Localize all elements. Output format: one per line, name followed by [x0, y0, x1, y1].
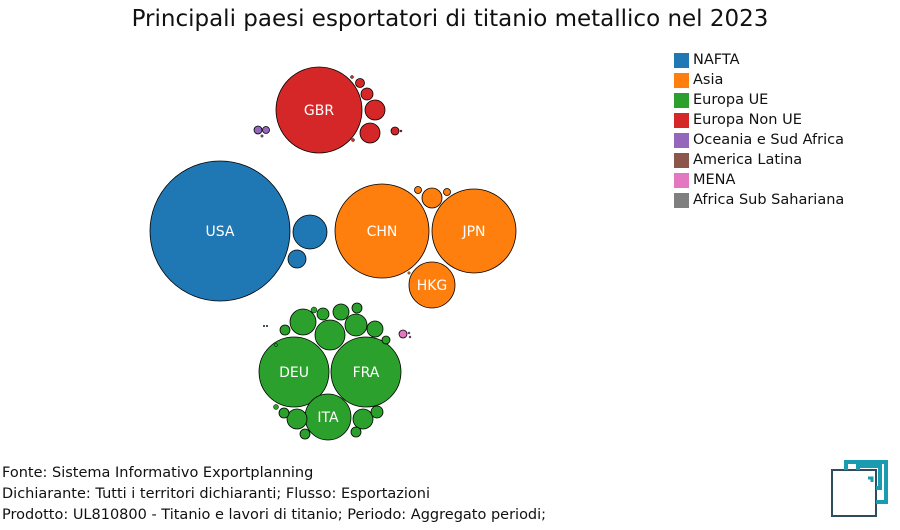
exportplanning-logo: [831, 460, 888, 517]
bubble-label: ITA: [317, 410, 339, 426]
legend-label: MENA: [693, 172, 736, 188]
bubble-small: [265, 324, 269, 328]
legend-label: Europa Non UE: [693, 112, 802, 128]
bubble-small: [390, 126, 400, 136]
legend: NAFTA Asia Europa UE Europa Non UE Oceania e…: [674, 50, 844, 210]
legend-label: Oceania e Sud Africa: [693, 132, 844, 148]
bubbles-layer: USA GBR CHN JPN HKG DEU FRA ITA: [149, 66, 517, 441]
bubble-small: [399, 129, 403, 133]
bubble-small: [314, 319, 346, 351]
legend-item: Oceania e Sud Africa: [674, 130, 844, 150]
bubble-label: CHN: [367, 224, 398, 240]
legend-swatch: [674, 172, 689, 188]
bubble-fra: [330, 336, 402, 408]
bubble-small: [344, 313, 368, 337]
bubble-small: [316, 307, 330, 321]
bubble-small: [443, 188, 451, 196]
bubble-small: [289, 308, 317, 336]
bubble-small: [366, 320, 384, 338]
legend-swatch: [674, 52, 689, 68]
legend-item: MENA: [674, 170, 844, 190]
bubble-gbr: [275, 66, 363, 154]
bubble-label: JPN: [461, 224, 485, 240]
bubble-small: [364, 99, 386, 121]
bubble-small: [279, 324, 291, 336]
bubble-small: [310, 306, 318, 314]
bubble-label: GBR: [304, 103, 334, 119]
legend-swatch: [674, 152, 689, 168]
bubble-small: [414, 186, 422, 194]
bubble-small: [350, 75, 354, 79]
legend-swatch: [674, 112, 689, 128]
bubble-small: [381, 335, 391, 345]
bubble-small: [286, 408, 308, 430]
legend-item: Europa Non UE: [674, 110, 844, 130]
bubble-label: DEU: [279, 365, 309, 381]
legend-label: Africa Sub Sahariana: [693, 192, 845, 208]
bubble-small: [287, 249, 307, 269]
bubble-small: [407, 331, 411, 335]
bubble-small: [407, 271, 411, 275]
legend-swatch: [674, 92, 689, 108]
legend-item: Africa Sub Sahariana: [674, 190, 844, 210]
bubble-small: [408, 335, 412, 339]
bubble-small: [299, 428, 311, 440]
source-line: Fonte: Sistema Informativo Exportplannin…: [2, 465, 314, 481]
legend-swatch: [674, 72, 689, 88]
bubble-deu: [258, 336, 330, 408]
bubble-small: [360, 87, 374, 101]
bubble-small: [351, 138, 355, 142]
bubble-small: [351, 302, 363, 314]
bubble-small: [253, 125, 263, 135]
bubble-small: [352, 408, 374, 430]
footer: Fonte: Sistema Informativo Exportplannin…: [2, 463, 546, 526]
bubble-hkg: [408, 261, 456, 309]
legend-label: NAFTA: [693, 52, 740, 68]
legend-item: NAFTA: [674, 50, 844, 70]
bubble-label: USA: [206, 224, 235, 240]
legend-item: America Latina: [674, 150, 844, 170]
bubble-small: [274, 343, 278, 347]
bubble-small: [350, 426, 362, 438]
bubble-small: [262, 324, 266, 328]
legend-item: Asia: [674, 70, 844, 90]
bubble-label: HKG: [417, 278, 448, 294]
bubble-small: [370, 405, 384, 419]
bubble-small: [421, 187, 443, 209]
bubble-small: [262, 126, 270, 134]
legend-swatch: [674, 132, 689, 148]
legend-item: Europa UE: [674, 90, 844, 110]
bubble-small: [359, 122, 381, 144]
bubble-small: [260, 134, 264, 138]
legend-swatch: [674, 192, 689, 208]
legend-label: America Latina: [693, 152, 803, 168]
chart-title: Principali paesi esportatori di titanio …: [131, 6, 769, 32]
bubble-small: [332, 303, 350, 321]
declarant-line: Dichiarante: Tutti i territori dichiaran…: [2, 486, 430, 502]
bubble-usa: [149, 160, 291, 302]
legend-label: Europa UE: [693, 92, 769, 108]
bubble-chn: [334, 183, 430, 279]
bubble-jpn: [431, 188, 517, 274]
bubble-small: [355, 78, 365, 88]
product-line: Prodotto: UL810800 - Titanio e lavori di…: [2, 507, 547, 523]
bubble-small: [292, 214, 328, 250]
bubble-small: [398, 329, 408, 339]
bubble-small: [273, 404, 279, 410]
bubble-label: FRA: [353, 365, 380, 381]
bubble-small: [278, 407, 290, 419]
legend-label: Asia: [693, 72, 724, 88]
